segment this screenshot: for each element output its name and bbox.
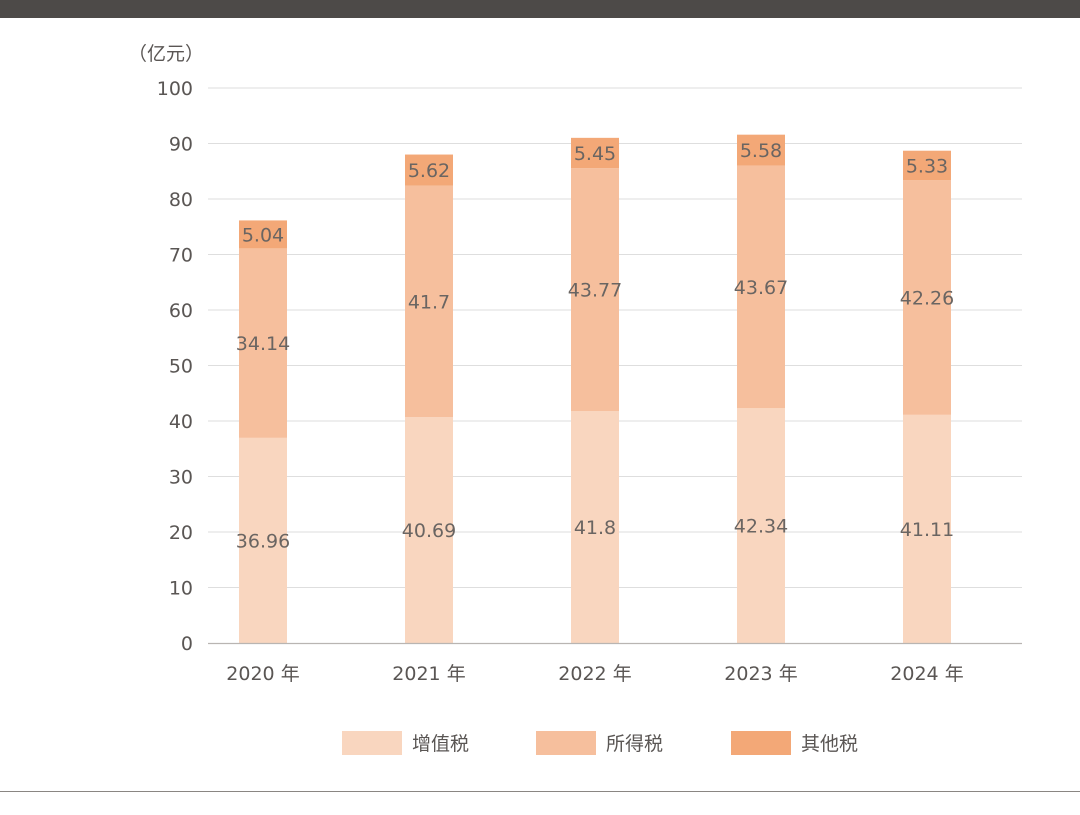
y-tick-label: 100 xyxy=(157,78,193,100)
bars xyxy=(239,134,951,643)
legend-label: 所得税 xyxy=(606,733,663,755)
bar-segment xyxy=(571,411,619,643)
data-label: 43.67 xyxy=(734,277,788,299)
bar-segment xyxy=(903,150,951,181)
data-label: 42.26 xyxy=(900,288,954,310)
x-tick-label: 2023 年 xyxy=(724,663,797,685)
legend-label: 其他税 xyxy=(801,733,858,755)
y-tick-label: 90 xyxy=(169,134,193,156)
x-axis-ticks: 2020 年 2021 年 2022 年 2023 年 2024 年 xyxy=(226,663,963,685)
y-tick-label: 30 xyxy=(169,467,193,489)
x-tick-label: 2022 年 xyxy=(558,663,631,685)
data-labels: 36.96 34.14 5.04 40.69 41.7 5.62 41.8 43.77 5.45… xyxy=(236,140,954,552)
legend-swatch xyxy=(536,731,596,755)
bottom-divider xyxy=(0,791,1080,792)
y-tick-label: 20 xyxy=(169,522,193,544)
x-tick-label: 2024 年 xyxy=(890,663,963,685)
legend-label: 增值税 xyxy=(412,733,469,755)
data-label: 41.7 xyxy=(408,291,450,313)
bar-segment xyxy=(737,165,785,409)
data-label: 41.8 xyxy=(574,517,616,539)
bar-segment xyxy=(737,134,785,166)
y-tick-label: 70 xyxy=(169,245,193,267)
data-label: 42.34 xyxy=(734,516,788,538)
top-banner-bar xyxy=(0,0,1080,18)
y-axis-unit-label: （亿元） xyxy=(128,43,204,65)
bar-segment xyxy=(239,437,287,643)
data-label: 5.04 xyxy=(242,224,284,246)
y-tick-label: 10 xyxy=(169,578,193,600)
bar-segment xyxy=(571,168,619,412)
data-label: 43.77 xyxy=(568,280,622,302)
y-tick-label: 80 xyxy=(169,189,193,211)
legend-swatch xyxy=(342,731,402,755)
data-label: 41.11 xyxy=(900,519,954,541)
bar-segment xyxy=(405,154,453,186)
y-tick-label: 50 xyxy=(169,356,193,378)
data-label: 5.33 xyxy=(906,156,948,178)
y-axis-ticks: 0 10 20 30 40 50 60 70 80 90 100 xyxy=(157,78,193,655)
data-label: 5.62 xyxy=(408,160,450,182)
legend: 增值税 所得税 其他税 xyxy=(342,731,858,755)
data-label: 36.96 xyxy=(236,530,290,552)
bar-segment xyxy=(903,180,951,415)
y-tick-label: 40 xyxy=(169,411,193,433)
y-tick-label: 60 xyxy=(169,300,193,322)
data-label: 5.58 xyxy=(740,140,782,162)
legend-swatch xyxy=(731,731,791,755)
bar-segment xyxy=(737,408,785,643)
bar-segment xyxy=(571,137,619,169)
data-label: 34.14 xyxy=(236,333,290,355)
bar-segment xyxy=(405,417,453,643)
bar-segment xyxy=(405,185,453,418)
bar-segment xyxy=(239,220,287,249)
bar-segment xyxy=(903,414,951,643)
data-label: 40.69 xyxy=(402,520,456,542)
x-tick-label: 2021 年 xyxy=(392,663,465,685)
x-tick-label: 2020 年 xyxy=(226,663,299,685)
data-label: 5.45 xyxy=(574,143,616,165)
bar-segment xyxy=(239,248,287,438)
y-tick-label: 0 xyxy=(181,633,193,655)
